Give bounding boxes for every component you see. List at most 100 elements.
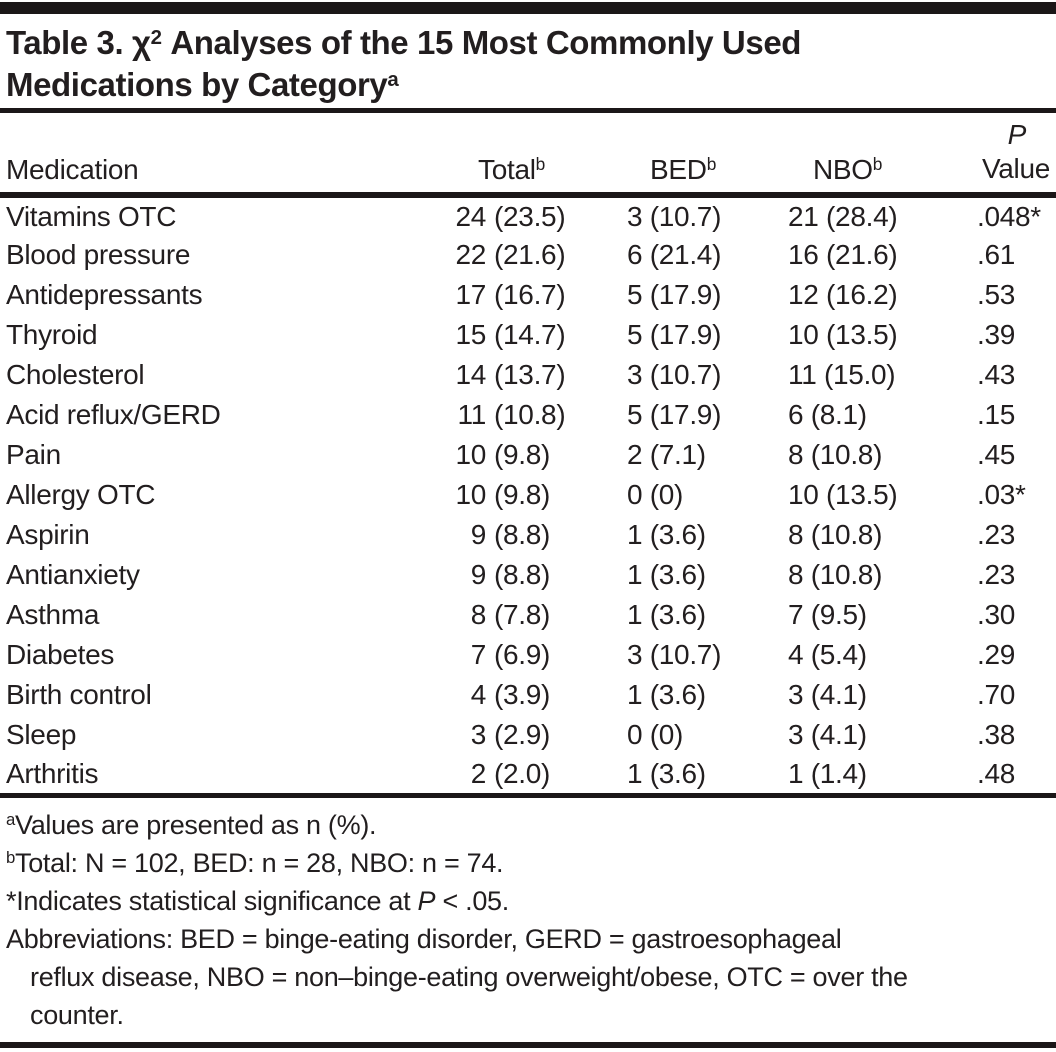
table-footnotes: aValues are presented as n (%). bTotal: … [0,798,1056,1034]
footnote-b-reference: b [872,154,883,175]
medication-cell: Acid reflux/GERD [6,399,221,430]
total-cell: 10 (9.8) [448,435,620,475]
total-n: 2 [470,757,487,789]
p-value-cell: .48 [977,757,1016,789]
header-nbo: NBOb [780,113,968,195]
table-header: Medication Totalb BEDb NBOb P Value [0,113,1056,195]
total-n: 3 [470,719,487,750]
medication-cell: Thyroid [6,319,98,350]
total-percent: (13.7) [494,359,566,390]
total-n: 9 [470,559,487,590]
nbo-cell: 11 (15.0) [788,359,896,390]
total-percent: (8.8) [494,559,551,590]
bed-cell: 1 (3.6) [627,599,706,630]
nbo-cell: 21 (28.4) [788,200,898,232]
footnote-significance-text: < .05. [435,885,509,916]
header-bed-label: BED [650,154,707,185]
total-percent: (14.7) [494,319,566,350]
nbo-cell: 3 (4.1) [788,719,867,750]
footnote-a-text: Values are presented as n (%). [15,809,377,840]
p-value-cell: .53 [977,279,1016,310]
footnote-b-marker: b [6,848,16,868]
medication-cell: Antidepressants [6,279,203,310]
nbo-cell: 6 (8.1) [788,399,867,430]
total-percent: (9.8) [494,479,551,510]
footnote-b-reference: b [706,154,717,175]
title-text: Analyses of the 15 Most Commonly Used [161,24,802,61]
total-cell: 3 (2.9) [448,715,620,755]
abbreviations-line: Abbreviations: BED = binge-eating disord… [6,923,842,954]
p-value-cell: .45 [977,439,1016,470]
total-percent: (3.9) [494,679,551,710]
table-body: Vitamins OTC 24 (23.5) 3 (10.7) 21 (28.4)… [0,195,1056,795]
header-nbo-label: NBO [813,154,873,185]
table-row: Allergy OTC 10 (9.8) 0 (0) 10 (13.5) .03* [0,475,1056,515]
medication-cell: Aspirin [6,519,90,550]
header-p-value: P Value [968,113,1056,195]
nbo-cell: 12 (16.2) [788,279,898,310]
header-bed: BEDb [620,113,780,195]
nbo-cell: 7 (9.5) [788,599,867,630]
total-n: 15 [455,319,486,350]
abbreviations-line: counter. [30,999,124,1030]
total-percent: (8.8) [494,519,551,550]
header-medication: Medication [6,154,139,185]
p-value-cell: .61 [977,239,1016,270]
bed-cell: 5 (17.9) [627,399,722,430]
total-percent: (10.8) [494,399,566,430]
bed-cell: 1 (3.6) [627,757,706,789]
chi-squared-exponent: 2 [150,25,162,49]
total-cell: 8 (7.8) [448,595,620,635]
total-percent: (21.6) [494,239,566,270]
medication-cell: Sleep [6,719,77,750]
bed-cell: 1 (3.6) [627,519,706,550]
footnote-a-marker: a [6,810,16,830]
p-value-cell: .70 [977,679,1016,710]
total-cell: 9 (8.8) [448,515,620,555]
total-cell: 9 (8.8) [448,555,620,595]
bed-cell: 2 (7.1) [627,439,706,470]
table-row: Aspirin 9 (8.8) 1 (3.6) 8 (10.8) .23 [0,515,1056,555]
asterisk-marker: * [6,885,17,916]
p-value-cell: .29 [977,639,1016,670]
nbo-cell: 4 (5.4) [788,639,867,670]
medication-cell: Vitamins OTC [6,200,177,232]
total-n: 24 [455,200,486,232]
bottom-rule [0,1041,1056,1048]
p-value-cell: .38 [977,719,1016,750]
total-n: 7 [470,639,487,670]
total-cell: 11 (10.8) [448,395,620,435]
total-percent: (2.0) [494,757,551,789]
title-text: Medications by Category [6,66,388,103]
medication-cell: Pain [6,439,61,470]
table-row: Acid reflux/GERD 11 (10.8) 5 (17.9) 6 (8.… [0,395,1056,435]
medications-table: Medication Totalb BEDb NBOb P Value Vita… [0,113,1056,798]
total-cell: 2 (2.0) [448,755,620,795]
bed-cell: 0 (0) [627,719,684,750]
total-n: 22 [455,239,486,270]
nbo-cell: 16 (21.6) [788,239,898,270]
bed-cell: 3 (10.7) [627,359,722,390]
total-percent: (6.9) [494,639,551,670]
total-n: 17 [455,279,486,310]
nbo-cell: 8 (10.8) [788,559,883,590]
medication-cell: Arthritis [6,757,99,789]
medication-cell: Allergy OTC [6,479,156,510]
total-n: 14 [455,359,486,390]
nbo-cell: 10 (13.5) [788,479,898,510]
table-row: Antidepressants 17 (16.7) 5 (17.9) 12 (16… [0,275,1056,315]
table-row: Thyroid 15 (14.7) 5 (17.9) 10 (13.5) .39 [0,315,1056,355]
medication-cell: Cholesterol [6,359,145,390]
total-n: 4 [470,679,487,710]
nbo-cell: 8 (10.8) [788,439,883,470]
total-n: 8 [470,599,487,630]
title-text: Table 3. χ [6,24,151,61]
total-cell: 10 (9.8) [448,475,620,515]
footnote-significance-text: Indicates statistical significance at [16,885,418,916]
p-value-cell: .30 [977,599,1016,630]
medication-cell: Asthma [6,599,100,630]
bed-cell: 5 (17.9) [627,319,722,350]
footnote-a: aValues are presented as n (%). [6,806,1050,844]
bed-cell: 6 (21.4) [627,239,722,270]
table-title-line2: Medications by Categorya [6,64,1050,106]
